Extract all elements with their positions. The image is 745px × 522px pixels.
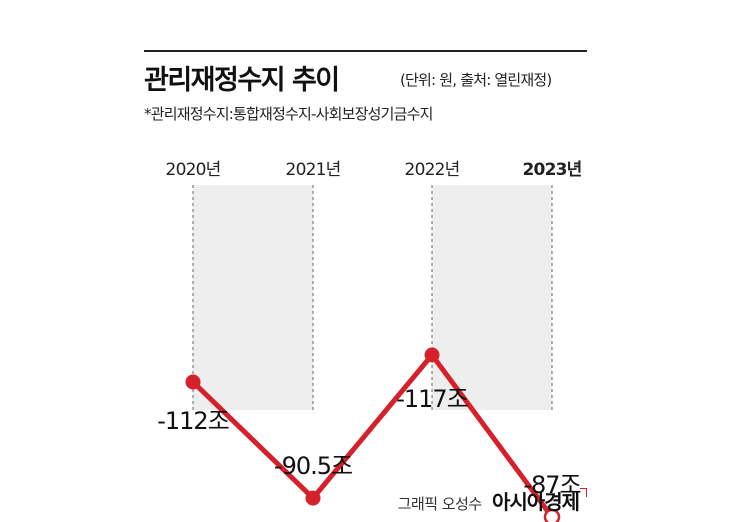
data-label: -87조 — [523, 471, 580, 499]
x-tick-label: 2022년 — [405, 160, 460, 180]
data-point — [543, 508, 561, 522]
data-point — [424, 347, 440, 363]
data-label: -90.5조 — [274, 452, 352, 480]
credit: 그래픽 오성수 아시아경제 — [398, 486, 587, 515]
x-tick-label: 2020년 — [166, 160, 221, 180]
shaded-band-0 — [193, 185, 313, 410]
brand-mark-icon — [580, 488, 587, 497]
data-point — [305, 490, 321, 506]
data-point — [185, 374, 201, 390]
chart-title: 관리재정수지 추이 — [144, 65, 340, 96]
brand-logo: 아시아경제 — [492, 490, 580, 514]
data-label: -117조 — [396, 385, 468, 413]
graphic-credit: 그래픽 오성수 — [397, 495, 483, 513]
data-label: -112조 — [157, 407, 229, 435]
series-line — [190, 352, 555, 520]
x-tick-label: 2023년 — [523, 160, 582, 180]
title-top-rule — [144, 50, 587, 52]
x-tick-label: 2021년 — [286, 160, 341, 180]
shaded-band-2 — [432, 185, 552, 410]
unit-source-note: (단위: 원, 출처: 열린재정) — [400, 71, 552, 89]
definition-note: *관리재정수지:통합재정수지-사회보장성기금수지 — [144, 105, 433, 123]
